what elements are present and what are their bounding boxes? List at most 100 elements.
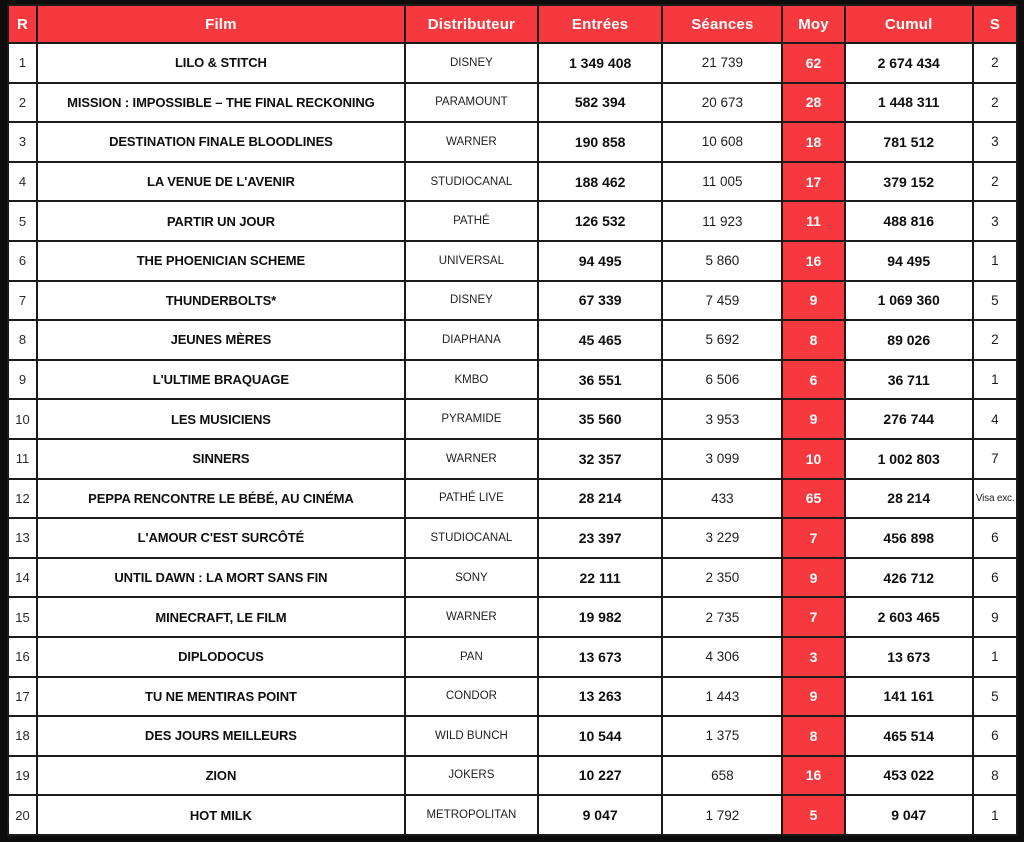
- cell-average: 7: [781, 517, 846, 559]
- cell-distributor: UNIVERSAL: [403, 239, 540, 282]
- table-row: 6 THE PHOENICIAN SCHEME UNIVERSAL 94 495…: [6, 239, 1019, 282]
- cell-weeks: 5: [971, 675, 1019, 718]
- cell-screenings: 21 739: [661, 42, 784, 84]
- cell-rank: 6: [6, 239, 39, 282]
- cell-screenings: 5 692: [661, 319, 784, 361]
- cell-film-title: HOT MILK: [36, 794, 406, 836]
- cell-weeks: Visa exc.: [971, 477, 1019, 520]
- cell-screenings: 6 506: [661, 358, 784, 401]
- cell-entries: 28 214: [537, 477, 664, 520]
- cell-screenings: 433: [661, 477, 784, 520]
- cell-distributor: STUDIOCANAL: [403, 160, 540, 203]
- table-row: 17 TU NE MENTIRAS POINT CONDOR 13 263 1 …: [6, 675, 1019, 718]
- cell-average: 16: [781, 239, 846, 282]
- cell-weeks: 3: [971, 200, 1019, 242]
- cell-distributor: DISNEY: [403, 42, 540, 84]
- cell-film-title: TU NE MENTIRAS POINT: [36, 675, 406, 718]
- cell-film-title: LES MUSICIENS: [36, 398, 406, 440]
- cell-entries: 10 544: [537, 715, 664, 757]
- cell-film-title: DIPLODOCUS: [36, 635, 406, 678]
- cell-rank: 15: [6, 596, 39, 638]
- table-row: 20 HOT MILK METROPOLITAN 9 047 1 792 5 9…: [6, 794, 1019, 836]
- table-row: 19 ZION JOKERS 10 227 658 16 453 022 8: [6, 754, 1019, 797]
- cell-screenings: 3 953: [661, 398, 784, 440]
- table-row: 1 LILO & STITCH DISNEY 1 349 408 21 739 …: [6, 42, 1019, 84]
- cell-film-title: DESTINATION FINALE BLOODLINES: [36, 121, 406, 163]
- cell-weeks: 9: [971, 596, 1019, 638]
- cell-weeks: 2: [971, 160, 1019, 203]
- cell-cumul: 488 816: [843, 200, 974, 242]
- cell-weeks: 4: [971, 398, 1019, 440]
- cell-weeks: 1: [971, 239, 1019, 282]
- cell-film-title: THE PHOENICIAN SCHEME: [36, 239, 406, 282]
- cell-rank: 3: [6, 121, 39, 163]
- col-header-weeks: S: [971, 4, 1019, 44]
- cell-rank: 17: [6, 675, 39, 718]
- cell-rank: 16: [6, 635, 39, 678]
- cell-film-title: JEUNES MÈRES: [36, 319, 406, 361]
- col-header-film: Film: [36, 4, 406, 44]
- cell-rank: 4: [6, 160, 39, 203]
- cell-rank: 5: [6, 200, 39, 242]
- cell-weeks: 6: [971, 517, 1019, 559]
- cell-screenings: 3 229: [661, 517, 784, 559]
- table-row: 13 L'AMOUR C'EST SURCÔTÉ STUDIOCANAL 23 …: [6, 517, 1019, 559]
- cell-film-title: L'AMOUR C'EST SURCÔTÉ: [36, 517, 406, 559]
- table-row: 16 DIPLODOCUS PAN 13 673 4 306 3 13 673 …: [6, 635, 1019, 678]
- cell-entries: 32 357: [537, 437, 664, 480]
- cell-film-title: DES JOURS MEILLEURS: [36, 715, 406, 757]
- cell-weeks: 5: [971, 279, 1019, 322]
- cell-average: 9: [781, 279, 846, 322]
- cell-screenings: 2 735: [661, 596, 784, 638]
- cell-distributor: DIAPHANA: [403, 319, 540, 361]
- table-row: 7 THUNDERBOLTS* DISNEY 67 339 7 459 9 1 …: [6, 279, 1019, 322]
- table-body: 1 LILO & STITCH DISNEY 1 349 408 21 739 …: [6, 42, 1019, 836]
- cell-screenings: 1 792: [661, 794, 784, 836]
- cell-average: 8: [781, 715, 846, 757]
- cell-rank: 7: [6, 279, 39, 322]
- cell-weeks: 1: [971, 794, 1019, 836]
- cell-distributor: PATHÉ: [403, 200, 540, 242]
- cell-entries: 36 551: [537, 358, 664, 401]
- cell-cumul: 9 047: [843, 794, 974, 836]
- cell-cumul: 781 512: [843, 121, 974, 163]
- cell-entries: 23 397: [537, 517, 664, 559]
- cell-film-title: SINNERS: [36, 437, 406, 480]
- table-row: 15 MINECRAFT, LE FILM WARNER 19 982 2 73…: [6, 596, 1019, 638]
- cell-cumul: 379 152: [843, 160, 974, 203]
- cell-film-title: LA VENUE DE L'AVENIR: [36, 160, 406, 203]
- col-header-rank: R: [6, 4, 39, 44]
- cell-average: 17: [781, 160, 846, 203]
- cell-rank: 10: [6, 398, 39, 440]
- cell-distributor: DISNEY: [403, 279, 540, 322]
- cell-distributor: WARNER: [403, 121, 540, 163]
- table-row: 12 PEPPA RENCONTRE LE BÉBÉ, AU CINÉMA PA…: [6, 477, 1019, 520]
- cell-entries: 190 858: [537, 121, 664, 163]
- cell-cumul: 94 495: [843, 239, 974, 282]
- cell-distributor: WARNER: [403, 596, 540, 638]
- cell-weeks: 3: [971, 121, 1019, 163]
- cell-distributor: PATHÉ LIVE: [403, 477, 540, 520]
- cell-rank: 18: [6, 715, 39, 757]
- cell-weeks: 2: [971, 319, 1019, 361]
- cell-cumul: 141 161: [843, 675, 974, 718]
- cell-average: 62: [781, 42, 846, 84]
- cell-average: 10: [781, 437, 846, 480]
- cell-film-title: LILO & STITCH: [36, 42, 406, 84]
- cell-film-title: ZION: [36, 754, 406, 797]
- cell-entries: 126 532: [537, 200, 664, 242]
- cell-rank: 13: [6, 517, 39, 559]
- cell-cumul: 276 744: [843, 398, 974, 440]
- cell-average: 16: [781, 754, 846, 797]
- cell-screenings: 11 005: [661, 160, 784, 203]
- cell-screenings: 20 673: [661, 81, 784, 124]
- cell-screenings: 1 375: [661, 715, 784, 757]
- cell-weeks: 7: [971, 437, 1019, 480]
- cell-entries: 188 462: [537, 160, 664, 203]
- cell-distributor: METROPOLITAN: [403, 794, 540, 836]
- cell-cumul: 456 898: [843, 517, 974, 559]
- cell-distributor: PYRAMIDE: [403, 398, 540, 440]
- cell-entries: 45 465: [537, 319, 664, 361]
- cell-cumul: 465 514: [843, 715, 974, 757]
